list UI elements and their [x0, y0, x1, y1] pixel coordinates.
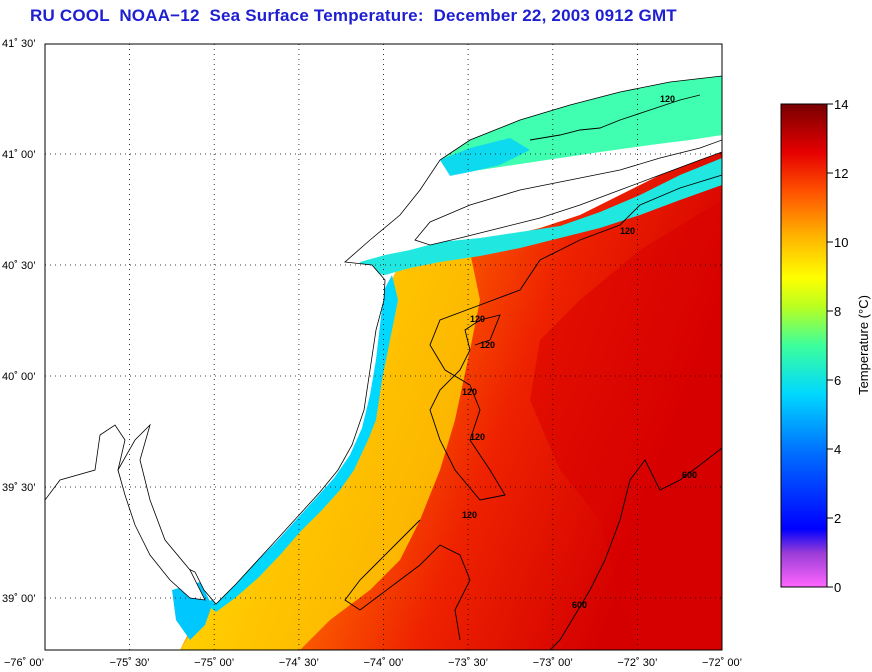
contour-label: 120	[462, 510, 477, 520]
chart-title: RU COOL NOAA−12 Sea Surface Temperature:…	[30, 6, 677, 25]
contour-label: 120	[620, 226, 635, 236]
contour-label: 120	[480, 340, 495, 350]
lon-label: −73˚ 00’	[533, 657, 573, 669]
graticule	[45, 44, 722, 650]
bathymetry-contours	[344, 94, 722, 650]
warm-sst-patch	[530, 200, 722, 650]
colorbar-gradient	[780, 103, 828, 588]
colorbar-tick-label: 14	[834, 97, 848, 112]
colorbar-tick-label: 10	[834, 235, 848, 250]
contour-labels: 120 120 120 120 120 120 120 600 600	[462, 94, 697, 610]
lon-label: −74˚ 30’	[279, 657, 319, 669]
lon-label: −72˚ 00’	[702, 657, 742, 669]
contour-label: 120	[462, 387, 477, 397]
nj-cold-coastal-strip	[206, 275, 398, 612]
contour-ls	[529, 94, 701, 141]
coastal-yellow-band	[180, 250, 480, 650]
colorbar-tick-label: 6	[834, 373, 841, 388]
lat-label: 40˚ 30’	[2, 260, 36, 272]
lat-label: 39˚ 30’	[2, 482, 36, 494]
chart-title-bar: RU COOL NOAA−12 Sea Surface Temperature:…	[0, 6, 872, 30]
colorbar-ticks	[827, 103, 833, 588]
lon-label: −76˚ 00’	[4, 657, 44, 669]
delaware-bay	[117, 423, 206, 601]
contour-label: 120	[470, 314, 485, 324]
longitude-labels: −76˚ 00’ −75˚ 30’ −75˚ 00’ −74˚ 30’ −74˚…	[4, 657, 742, 669]
contour-600	[549, 447, 722, 650]
lon-label: −73˚ 30’	[448, 657, 488, 669]
lon-label: −72˚ 30’	[617, 657, 657, 669]
lon-label: −75˚ 30’	[110, 657, 150, 669]
colorbar-tick-label: 0	[834, 580, 841, 595]
ny-bight-cold-patch	[360, 158, 722, 275]
long-island-land	[414, 139, 722, 246]
contour-label: 120	[660, 94, 675, 104]
colorbar-tick-label: 4	[834, 442, 841, 457]
contour-label: 120	[470, 432, 485, 442]
lat-label: 39˚ 00’	[2, 593, 36, 605]
lon-label: −74˚ 00’	[363, 657, 403, 669]
contour-label: 600	[682, 470, 697, 480]
lat-label: 41˚ 30’	[2, 38, 36, 50]
colorbar-axis-label: Temperature (°C)	[856, 295, 871, 395]
contour-label: 600	[572, 600, 587, 610]
colorbar-tick-label: 2	[834, 511, 841, 526]
long-island-sound-cold	[440, 138, 530, 176]
lat-label: 40˚ 00’	[2, 371, 36, 383]
map-frame	[44, 43, 723, 651]
colorbar-tick-label: 8	[834, 304, 841, 319]
lat-label: 41˚ 00’	[2, 149, 36, 161]
colorbar-tick-label: 12	[834, 166, 848, 181]
latitude-labels: 41˚ 30’ 41˚ 00’ 40˚ 30’ 40˚ 00’ 39˚ 30’ …	[2, 38, 36, 605]
lon-label: −75˚ 00’	[194, 657, 234, 669]
contour-120-b	[344, 519, 471, 641]
contour-120-a	[429, 174, 722, 501]
colorbar: 14 12 10 8 6 4 2 0 Temperature (°C)	[780, 97, 871, 595]
